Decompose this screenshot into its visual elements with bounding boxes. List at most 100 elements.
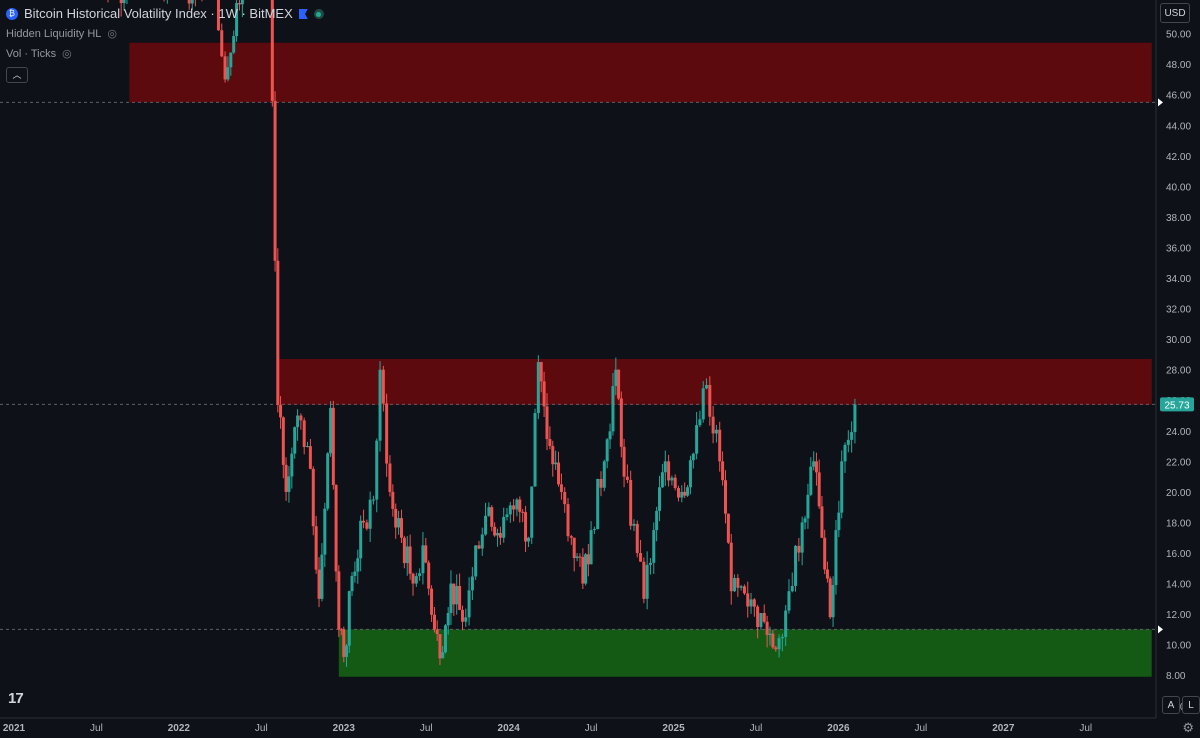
candle — [729, 533, 733, 605]
candle — [414, 572, 418, 587]
indicator-hidden-liquidity[interactable]: Hidden Liquidity HL — [6, 28, 102, 40]
candle — [629, 470, 633, 530]
candle — [645, 551, 649, 610]
candle — [378, 361, 382, 452]
candle — [273, 91, 277, 272]
candle — [705, 378, 709, 390]
candle — [596, 478, 600, 530]
candle — [296, 409, 300, 441]
currency-button[interactable]: USD — [1160, 3, 1190, 23]
x-tick-label: 2025 — [662, 723, 685, 734]
y-tick-label: 40.00 — [1166, 182, 1191, 193]
indicator-vol-ticks[interactable]: Vol · Ticks — [6, 48, 57, 60]
x-tick-label: Jul — [90, 723, 103, 734]
candle — [467, 577, 471, 626]
candle — [563, 487, 567, 513]
candle — [686, 485, 690, 497]
candle — [658, 475, 662, 522]
candle — [605, 438, 609, 469]
candle — [774, 645, 778, 652]
candle — [660, 464, 664, 488]
gear-icon[interactable]: ⚙ — [1182, 720, 1194, 735]
eye-hidden-icon[interactable]: ◎ — [62, 48, 72, 60]
y-tick-label: 32.00 — [1166, 305, 1191, 316]
y-tick-label: 46.00 — [1166, 91, 1191, 102]
candle — [505, 508, 509, 521]
candle — [458, 573, 462, 611]
candle — [334, 484, 338, 582]
log-scale-button[interactable]: L — [1182, 696, 1200, 714]
tradingview-logo-icon[interactable]: 17 — [8, 690, 24, 707]
x-tick-label: Jul — [255, 723, 268, 734]
candle — [232, 30, 236, 55]
candle — [284, 457, 288, 501]
candle — [521, 509, 525, 523]
candle — [536, 355, 540, 420]
candle — [542, 371, 546, 417]
candle — [823, 529, 827, 575]
candle — [648, 558, 652, 575]
flag-icon[interactable] — [298, 9, 308, 19]
candle — [362, 509, 366, 529]
symbol-icon[interactable]: ₿ — [6, 8, 18, 20]
candle — [350, 572, 354, 596]
candle — [797, 537, 801, 562]
candle — [223, 51, 227, 83]
candle — [586, 544, 590, 577]
candle — [470, 567, 474, 601]
candle — [680, 485, 684, 503]
candle — [592, 526, 596, 535]
chart-title[interactable]: Bitcoin Historical Volatility Index · 1W… — [24, 6, 293, 21]
candle — [723, 470, 727, 524]
supply-zone-0[interactable] — [129, 42, 1152, 103]
candle — [290, 447, 294, 489]
candle — [765, 615, 769, 648]
candle — [673, 474, 677, 491]
last-price-badge — [1160, 397, 1194, 412]
candle — [557, 451, 561, 487]
supply-zone-1[interactable] — [277, 359, 1152, 405]
candle — [602, 459, 606, 492]
candle — [711, 405, 715, 444]
candle — [803, 515, 807, 530]
candle — [512, 499, 516, 522]
candle — [787, 579, 791, 614]
candle — [691, 452, 695, 469]
candle — [375, 438, 379, 513]
candle — [569, 534, 573, 545]
candle — [441, 646, 445, 659]
candle — [539, 361, 543, 393]
candle — [828, 576, 832, 620]
candle — [639, 539, 643, 562]
candle — [749, 592, 753, 614]
eye-hidden-icon[interactable]: ◎ — [107, 28, 117, 40]
candle — [276, 248, 280, 413]
candle — [391, 484, 395, 517]
candle — [424, 537, 428, 564]
candle — [676, 485, 680, 502]
candle — [721, 451, 725, 486]
candle — [817, 459, 821, 509]
candle — [487, 502, 491, 517]
candle — [397, 510, 401, 535]
candle — [317, 557, 321, 608]
y-tick-label: 12.00 — [1166, 610, 1191, 621]
auto-scale-button[interactable]: A — [1162, 696, 1180, 714]
candle — [455, 574, 459, 615]
candle — [578, 553, 582, 567]
candle — [843, 442, 847, 473]
candle — [405, 536, 409, 576]
y-tick-label: 24.00 — [1166, 427, 1191, 438]
candle — [825, 561, 829, 583]
demand-zone-2[interactable] — [338, 629, 1152, 677]
candle — [126, 0, 128, 5]
candle — [809, 457, 813, 497]
candle — [311, 466, 315, 536]
candle — [320, 543, 324, 602]
collapse-legend-button[interactable]: ︿ — [6, 67, 28, 83]
candle — [119, 0, 123, 17]
candle — [194, 0, 196, 7]
level-marker-icon — [1158, 625, 1163, 634]
candle — [270, 0, 274, 107]
